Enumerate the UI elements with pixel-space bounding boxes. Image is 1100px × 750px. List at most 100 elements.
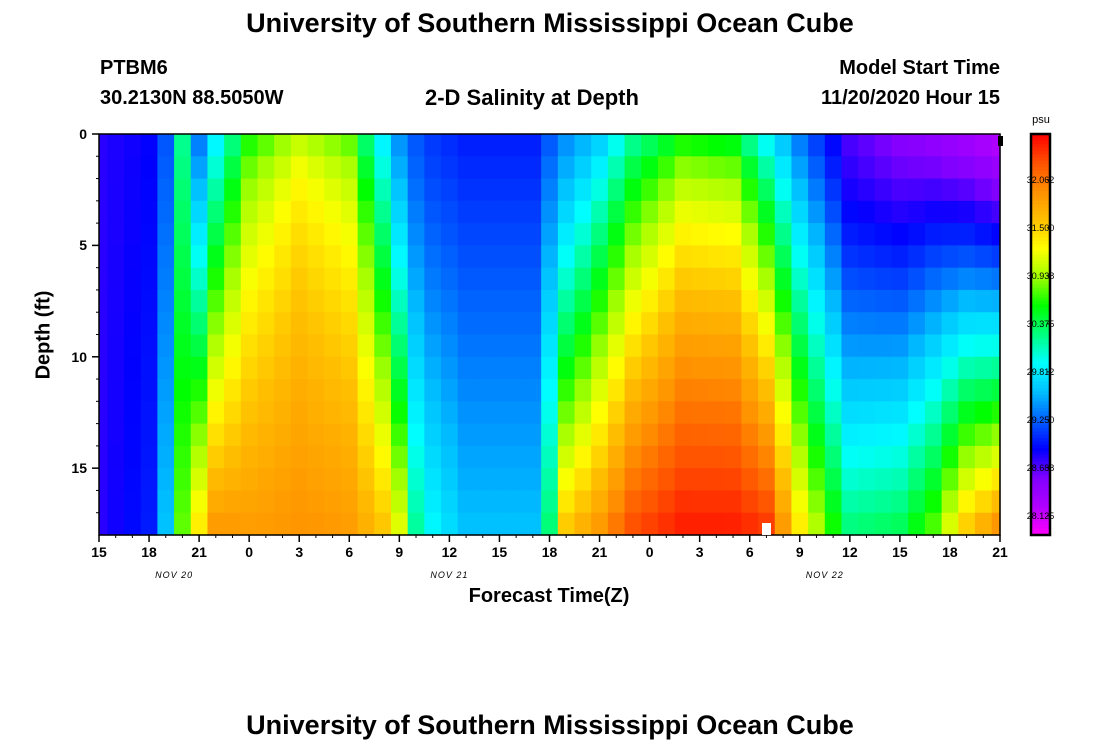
heatmap-cell [557,223,576,246]
heatmap-cell [407,379,425,402]
colorbar-swatch [1031,361,1050,366]
heatmap-cell [808,156,826,180]
heatmap-cell [441,156,459,180]
heatmap-cell [908,379,926,402]
heatmap-cell [541,223,559,246]
heatmap-cell [224,267,242,291]
heatmap-cell [524,334,542,358]
colorbar-swatch [1031,277,1050,282]
heatmap-cell [924,223,943,246]
heatmap-cell [107,356,125,380]
heatmap-cell [174,312,192,336]
heatmap-cell [841,156,859,180]
heatmap-cell [591,512,609,536]
colorbar-swatch [1031,508,1050,513]
heatmap-cell [841,223,859,246]
heatmap-cell [457,134,476,157]
heatmap-cell [174,379,192,402]
heatmap-cell [290,289,309,313]
heatmap-cell [941,245,959,269]
heatmap-cell [674,468,692,492]
heatmap-cell [307,267,325,291]
colorbar-swatch [1031,157,1050,162]
heatmap-cell [174,512,192,536]
heatmap-cell [474,468,492,492]
heatmap-cell [557,512,576,536]
heatmap-cell [824,200,843,224]
heatmap-cell [124,267,142,291]
heatmap-cell [858,289,876,313]
heatmap-cell [624,334,642,358]
heatmap-cell [507,490,526,514]
heatmap-cell [841,134,859,157]
colorbar-swatch [1031,451,1050,456]
heatmap-cell [424,468,442,492]
heatmap-cell [841,267,859,291]
corner-marker [998,136,1003,146]
colorbar-swatch [1031,404,1050,409]
heatmap-cell [607,490,626,514]
heatmap-cell [457,445,476,469]
heatmap-cell [607,200,626,224]
colorbar-swatch [1031,391,1050,396]
heatmap-cell [507,267,526,291]
heatmap-cell [958,200,976,224]
heatmap-cell [207,490,225,514]
heatmap-cell [657,468,676,492]
heatmap-cell [307,156,325,180]
heatmap-cell [841,379,859,402]
heatmap-cell [524,245,542,269]
heatmap-cell [507,445,526,469]
heatmap-cell [908,490,926,514]
heatmap-cell [290,490,309,514]
heatmap-cell [657,312,676,336]
heatmap-cell [507,401,526,425]
heatmap-cell [257,379,275,402]
heatmap-cell [874,178,893,202]
heatmap-cell [240,334,259,358]
heatmap-cell [507,512,526,536]
heatmap-cell [874,245,893,269]
heatmap-cell [974,156,993,180]
colorbar-swatch [1031,271,1050,275]
heatmap-cell [99,379,108,402]
heatmap-cell [524,423,542,447]
heatmap-cell [407,512,425,536]
heatmap-cell [140,445,158,469]
heatmap-cell [808,223,826,246]
heatmap-cell [174,289,192,313]
heatmap-cell [324,468,342,492]
colorbar-swatch [1031,214,1050,219]
heatmap-cell [190,156,209,180]
heatmap-cell [390,223,409,246]
heatmap-cell [324,134,342,157]
heatmap-cell [791,512,809,536]
heatmap-cell [541,267,559,291]
heatmap-cell [874,289,893,313]
heatmap-cell [390,512,409,536]
heatmap-cell [124,512,142,536]
heatmap-cell [357,223,375,246]
colorbar-swatch [1031,304,1050,309]
heatmap-cell [624,267,642,291]
heatmap-cell [974,490,993,514]
heatmap-cell [758,289,776,313]
heatmap-cell [190,468,209,492]
heatmap-cell [99,512,108,536]
heatmap-cell [240,156,259,180]
heatmap-cell [274,512,292,536]
heatmap-cell [891,445,909,469]
heatmap-cell [891,490,909,514]
heatmap-cell [958,356,976,380]
heatmap-cell [724,156,742,180]
heatmap-cell [541,289,559,313]
heatmap-cell [691,223,709,246]
heatmap-cell [441,401,459,425]
heatmap-cell [524,178,542,202]
heatmap-cell [808,245,826,269]
heatmap-cell [224,134,242,157]
heatmap-cell [858,245,876,269]
x-tick-label: 12 [441,544,458,560]
heatmap-cell [274,245,292,269]
heatmap-cell [624,245,642,269]
